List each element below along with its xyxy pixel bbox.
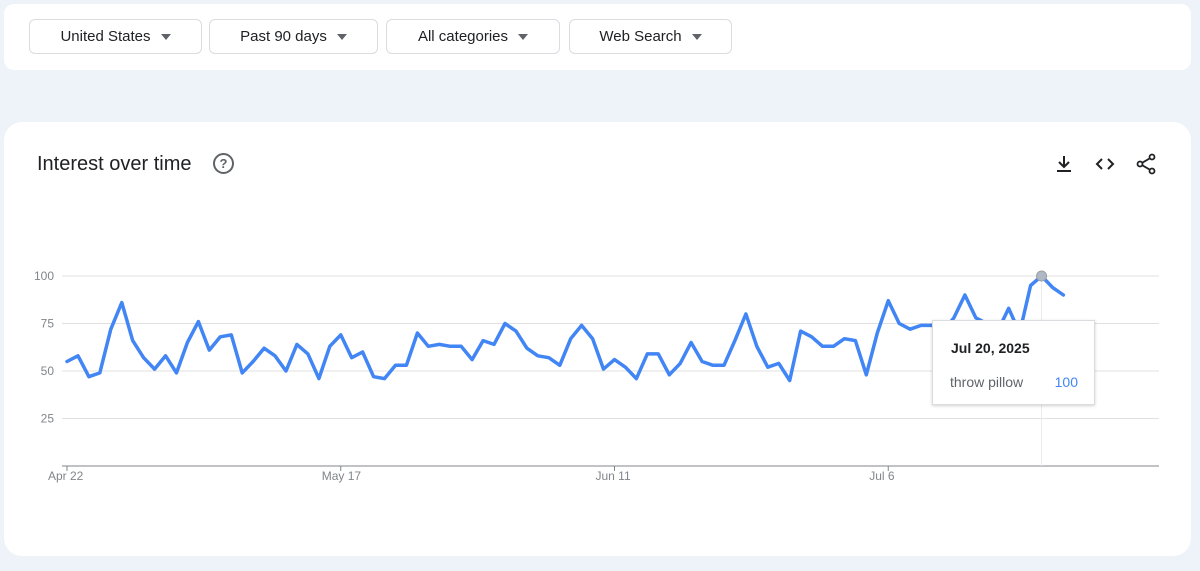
caret-down-icon (518, 33, 529, 40)
filter-search-type-label: Web Search (599, 28, 682, 45)
y-tick-label: 50 (41, 364, 55, 378)
embed-code-icon[interactable] (1093, 152, 1117, 176)
download-icon[interactable] (1052, 152, 1076, 176)
highlight-point (1036, 270, 1048, 282)
caret-down-icon (160, 33, 171, 40)
chart-tooltip: Jul 20, 2025 throw pillow 100 (932, 320, 1095, 405)
filter-search-type-dropdown[interactable]: Web Search (569, 19, 732, 54)
filter-time-label: Past 90 days (240, 28, 327, 45)
x-tick-label: Jun 11 (596, 469, 631, 483)
caret-down-icon (336, 33, 347, 40)
x-tick-label: Apr 22 (48, 469, 84, 483)
help-circle-icon[interactable]: ? (213, 153, 234, 174)
card-title: Interest over time (37, 153, 192, 175)
tooltip-date: Jul 20, 2025 (951, 340, 1030, 356)
caret-down-icon (691, 33, 702, 40)
share-icon[interactable] (1134, 152, 1158, 176)
y-tick-label: 25 (41, 412, 55, 426)
series-line-0 (65, 274, 1066, 383)
filter-region-dropdown[interactable]: United States (29, 19, 202, 54)
x-tick-label: Jul 6 (869, 469, 895, 483)
filter-time-dropdown[interactable]: Past 90 days (209, 19, 378, 54)
filter-bar: United States Past 90 days All categorie… (4, 4, 1191, 70)
filter-category-dropdown[interactable]: All categories (386, 19, 560, 54)
x-tick-label: May 17 (322, 469, 362, 483)
tooltip-term: throw pillow (950, 374, 1024, 390)
y-tick-label: 75 (41, 317, 55, 331)
filter-region-label: United States (60, 28, 151, 45)
y-tick-label: 100 (34, 269, 54, 283)
tooltip-value: 100 (1054, 374, 1078, 390)
filter-category-label: All categories (417, 28, 509, 45)
